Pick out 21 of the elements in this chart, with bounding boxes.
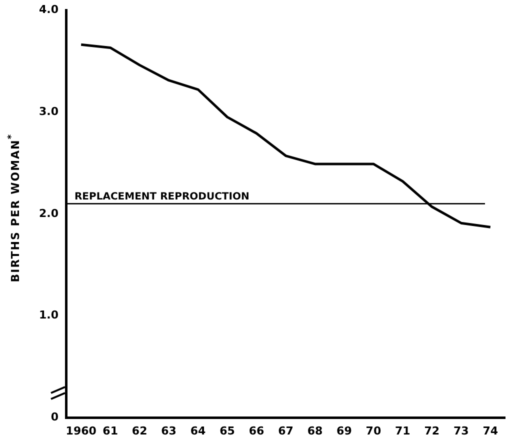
x-tick-label: 64 [190, 424, 206, 438]
y-tick-label: 0 [50, 410, 59, 424]
x-tick-label: 72 [424, 424, 440, 438]
y-tick-label: 2.0 [38, 206, 59, 220]
y-tick-label: 4.0 [38, 2, 59, 16]
x-tick-label: 63 [161, 424, 176, 438]
x-tick-label: 73 [453, 424, 469, 438]
x-tick-label: 70 [366, 424, 382, 438]
x-tick-label: 62 [132, 424, 148, 438]
y-tick-label: 3.0 [38, 104, 59, 118]
x-tick-label: 68 [307, 424, 323, 438]
x-tick-label: 1960 [66, 424, 97, 438]
x-tick-label: 71 [395, 424, 410, 438]
x-tick-label: 66 [248, 424, 265, 438]
x-tick-label: 67 [278, 424, 294, 438]
x-tick-label: 74 [482, 424, 498, 438]
x-tick-label: 61 [102, 424, 118, 438]
y-tick-label: 1.0 [38, 308, 59, 322]
ref-line-label: REPLACEMENT REPRODUCTION [74, 191, 250, 202]
x-tick-label: 69 [336, 424, 352, 438]
x-tick-label: 65 [220, 424, 235, 438]
